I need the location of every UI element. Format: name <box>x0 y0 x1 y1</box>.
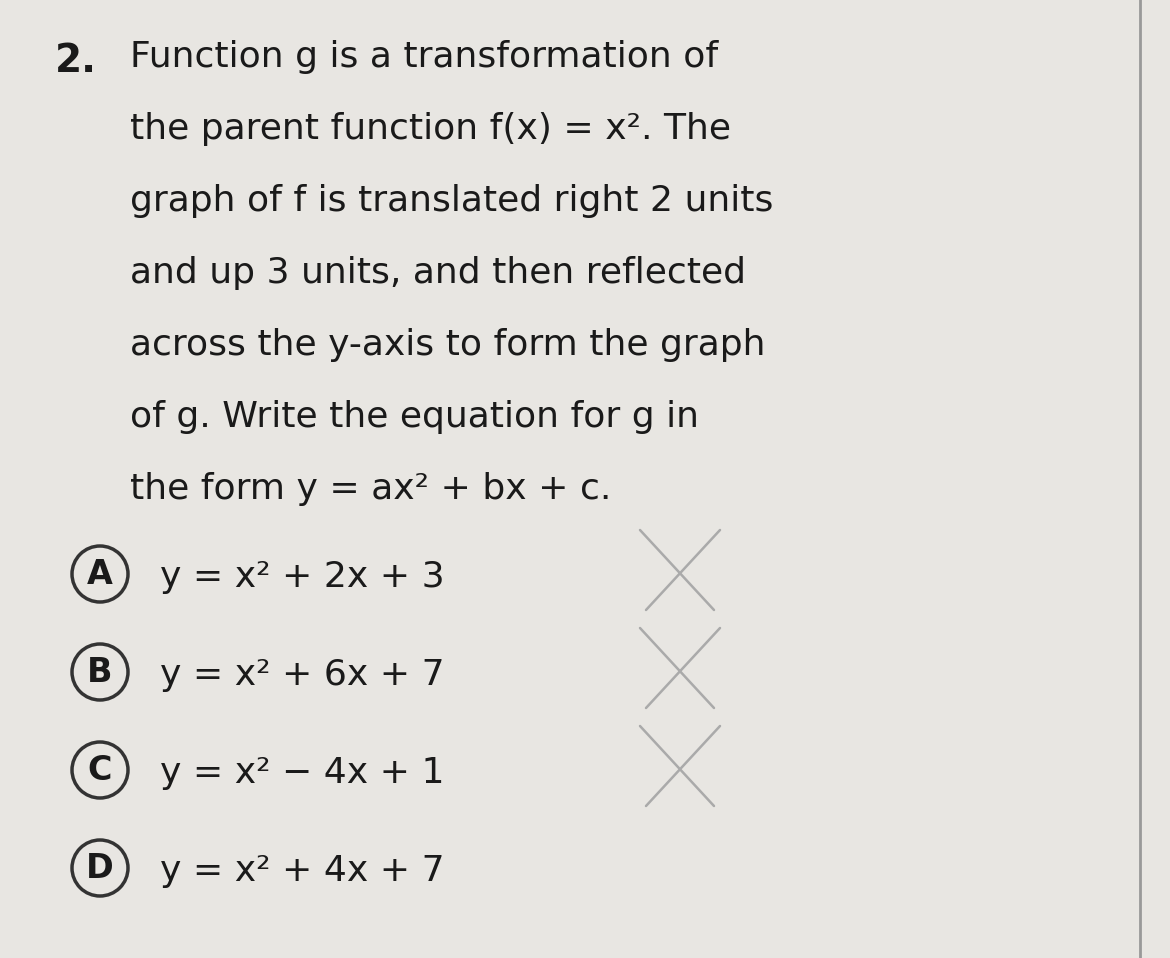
Text: Function g is a transformation of: Function g is a transformation of <box>130 40 718 74</box>
Text: 2.: 2. <box>55 42 97 80</box>
Text: the parent function f(x) = x². The: the parent function f(x) = x². The <box>130 112 731 146</box>
Text: and up 3 units, and then reflected: and up 3 units, and then reflected <box>130 256 746 290</box>
Text: C: C <box>88 754 112 787</box>
Text: y = x² + 2x + 3: y = x² + 2x + 3 <box>160 560 445 594</box>
Text: graph of f is translated right 2 units: graph of f is translated right 2 units <box>130 184 773 218</box>
Text: D: D <box>87 852 113 884</box>
Text: y = x² − 4x + 1: y = x² − 4x + 1 <box>160 756 445 790</box>
Text: B: B <box>88 655 112 689</box>
Text: the form y = ax² + bx + c.: the form y = ax² + bx + c. <box>130 472 612 506</box>
Text: y = x² + 4x + 7: y = x² + 4x + 7 <box>160 854 445 888</box>
Text: y = x² + 6x + 7: y = x² + 6x + 7 <box>160 658 445 692</box>
Text: of g. Write the equation for g in: of g. Write the equation for g in <box>130 400 698 434</box>
Text: across the y-axis to form the graph: across the y-axis to form the graph <box>130 328 765 362</box>
Text: A: A <box>87 558 113 590</box>
